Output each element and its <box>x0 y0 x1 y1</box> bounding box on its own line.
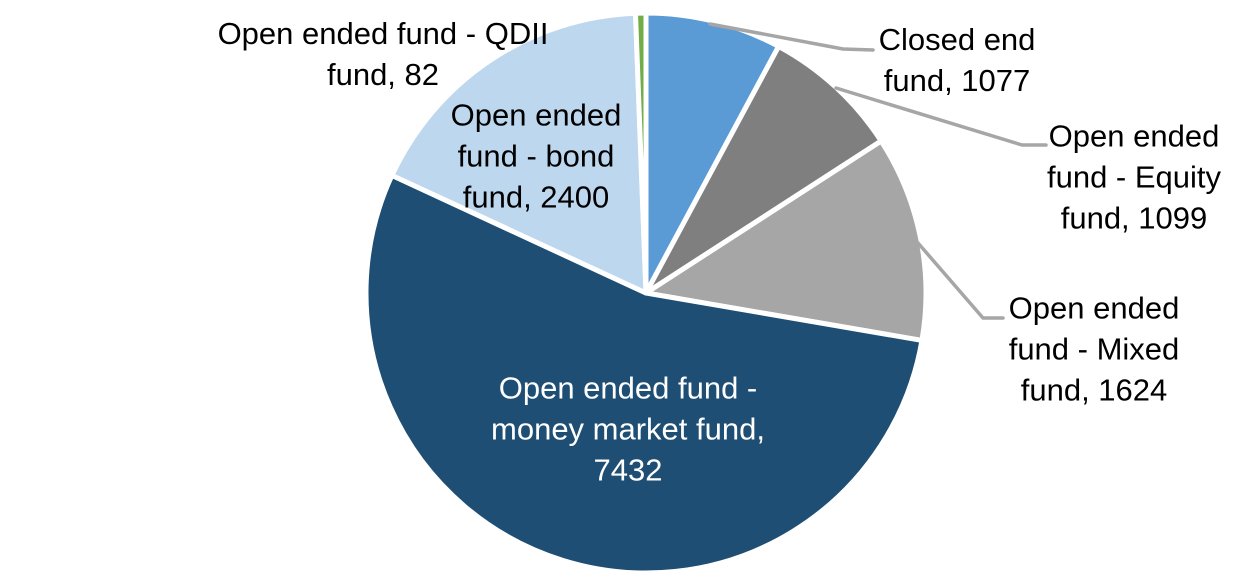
pie-slice-closed-end-fund <box>643 10 782 296</box>
data-label-line: Open ended <box>1048 118 1220 154</box>
data-label-line: Open ended fund - QDII <box>217 16 549 51</box>
data-label-line: fund, 1077 <box>883 63 1031 98</box>
data-label-line: 7432 <box>593 452 663 488</box>
data-label-line: fund, 1099 <box>1060 200 1208 236</box>
data-label-line: fund, 2400 <box>462 179 610 215</box>
data-label-line: fund - Equity <box>1046 159 1222 195</box>
pie-slice-qdii-fund <box>632 10 649 296</box>
data-label-money-market-fund: Open ended fund - money market fund, 743… <box>491 368 765 491</box>
leader-line-0 <box>708 22 875 52</box>
pie-slice-bond-fund <box>389 10 649 296</box>
leader-line-1 <box>834 86 1048 147</box>
data-label-line: fund - bond <box>457 138 615 174</box>
data-label-line: money market fund, <box>491 411 765 447</box>
data-label-line: Open ended <box>1008 290 1180 326</box>
data-label-mixed-fund: Open ended fund - Mixed fund, 1624 <box>1009 288 1180 411</box>
data-label-line: fund - Mixed <box>1008 331 1180 367</box>
data-label-bond-fund: Open ended fund - bond fund, 2400 <box>451 95 622 218</box>
data-label-line: Open ended fund - <box>498 370 758 406</box>
data-label-equity-fund: Open ended fund - Equity fund, 1099 <box>1047 116 1221 239</box>
pie-slice-money-market-fund <box>363 172 925 576</box>
data-label-closed-end-fund: Closed end fund, 1077 <box>879 19 1036 101</box>
data-label-line: Closed end <box>878 22 1036 57</box>
data-label-line: fund, 82 <box>326 57 440 92</box>
data-label-qdii-fund: Open ended fund - QDII fund, 82 <box>218 13 549 95</box>
data-label-line: fund, 1624 <box>1020 372 1168 408</box>
pie-slice-mixed-fund <box>643 138 929 343</box>
data-label-line: Open ended <box>450 97 622 133</box>
leader-line-2 <box>916 241 1005 320</box>
